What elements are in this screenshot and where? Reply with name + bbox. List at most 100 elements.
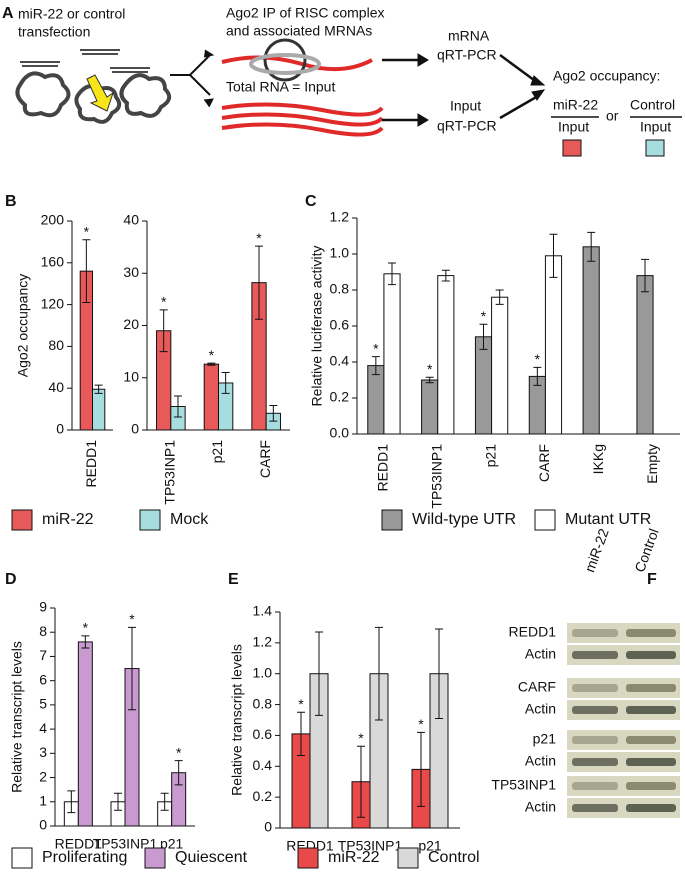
legend-label: Quiescent [175, 849, 248, 866]
label: Ago2 IP of RISC complex [226, 5, 384, 21]
blot-strip [567, 678, 680, 698]
bar [437, 275, 455, 435]
significance: * [298, 696, 304, 712]
bar [474, 336, 493, 435]
error-bar [357, 745, 365, 818]
bar [77, 641, 93, 827]
error-bar [67, 790, 76, 814]
label: and associated MRNAs [226, 23, 372, 39]
bar [636, 275, 654, 435]
legend-label: Control [428, 849, 480, 866]
y-axis-label: Relative luciferase activity [309, 245, 325, 406]
significance: * [256, 230, 262, 246]
significance: * [176, 744, 182, 760]
error-bar [94, 384, 103, 394]
row-label: Actin [525, 701, 556, 717]
x-tick-label: TP53INP1 [162, 440, 178, 505]
column-label: miR-22 [581, 526, 612, 574]
band [626, 804, 676, 812]
y-tick-label: 40 [48, 379, 64, 395]
x-tick-label: CARF [536, 444, 552, 482]
label: Input [450, 98, 481, 114]
y-tick-label: 9 [39, 599, 47, 615]
x-tick-label: REDD1 [83, 440, 99, 488]
legend-label: miR-22 [328, 849, 380, 866]
y-tick-label: 6 [39, 671, 47, 687]
error-bar [81, 635, 90, 649]
error-bar [441, 269, 450, 282]
label: or [606, 108, 619, 124]
x-tick-label: p21 [209, 440, 225, 464]
error-bar [549, 233, 558, 278]
y-tick-label: 10 [123, 368, 139, 384]
bar [544, 255, 563, 435]
bar [367, 365, 385, 435]
arrow [382, 58, 420, 122]
arrowheads [417, 53, 429, 127]
error-bar [160, 792, 169, 811]
bar [421, 379, 439, 435]
legend-swatch [397, 847, 419, 869]
error-bar [533, 366, 542, 386]
legend-label: Mock [170, 511, 209, 528]
legend-label: miR-22 [42, 511, 94, 528]
row-label: CARF [518, 679, 556, 695]
panel-label: D [5, 571, 17, 588]
x-tick-label: p21 [482, 444, 498, 468]
error-bar [315, 631, 323, 716]
y-tick-label: 2 [39, 768, 47, 784]
y-tick-label: 0 [264, 819, 272, 835]
significance: * [209, 347, 215, 363]
significance: * [373, 340, 379, 356]
error-bar [269, 404, 278, 422]
panel-label: E [228, 571, 239, 588]
significance: * [129, 611, 135, 627]
y-tick-label: 1 [39, 792, 47, 808]
label: Input [640, 119, 671, 135]
ago2 [249, 53, 321, 75]
bar [491, 296, 509, 435]
legend-label: Mutant UTR [565, 511, 651, 528]
error-bar [417, 731, 425, 807]
significance: * [535, 351, 541, 367]
arrow [86, 74, 114, 112]
error-bar [297, 711, 305, 756]
label: Control [630, 97, 675, 113]
legend-swatch [381, 509, 403, 531]
split-arrow [170, 54, 211, 96]
error-bar [114, 792, 122, 811]
y-tick-label: 5 [39, 696, 47, 712]
error-bar [479, 323, 488, 350]
swatch [562, 139, 582, 157]
label: miR-22 [553, 97, 598, 113]
error-bar [128, 626, 136, 711]
arrowheads [203, 49, 215, 108]
y-tick-label: 3 [39, 744, 47, 760]
label: mRNA [448, 28, 490, 44]
error-bar [495, 289, 504, 305]
error-bar [255, 245, 264, 320]
y-tick-label: 7 [39, 647, 47, 663]
x-tick-label: TP53INP1 [428, 444, 444, 509]
label: Ago2 occupancy: [553, 68, 660, 84]
bar [383, 273, 401, 435]
legend-swatch [11, 847, 33, 869]
rna [221, 102, 384, 137]
row-label: Actin [525, 799, 556, 815]
row-label: REDD1 [509, 624, 557, 640]
y-tick-label: 120 [41, 295, 65, 311]
band [626, 782, 676, 790]
row-label: TP53INP1 [491, 777, 556, 793]
error-bar [174, 760, 183, 786]
panel-label: B [5, 193, 17, 210]
rna [221, 55, 373, 72]
error-bar [375, 626, 383, 721]
significance: * [84, 224, 90, 240]
band [572, 758, 618, 766]
significance: * [83, 620, 89, 636]
blot-strip [567, 798, 680, 818]
y-tick-label: 0 [39, 817, 47, 833]
label: Input [558, 119, 589, 135]
error-bar [435, 628, 443, 719]
